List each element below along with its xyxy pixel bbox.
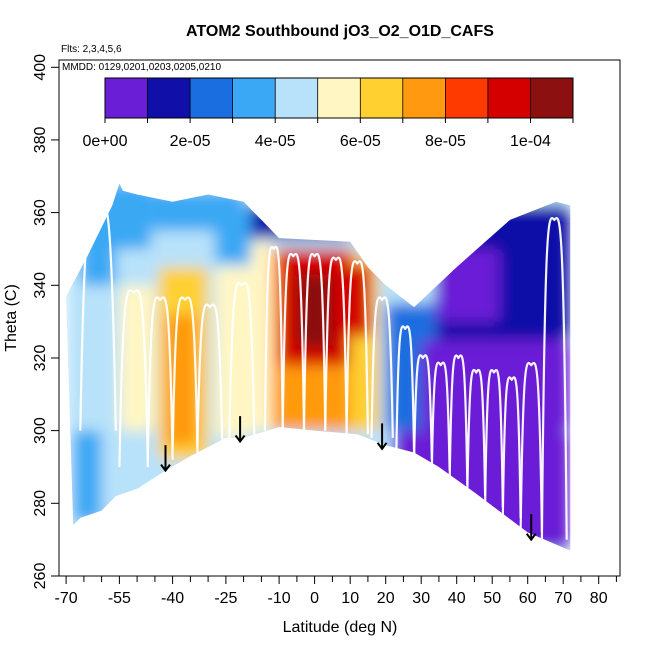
colorbar-segment (232, 78, 276, 118)
colorbar: 0e+00 2e-05 4e-05 6e-05 8e-05 1e-04 (83, 77, 574, 150)
profile-trace (430, 361, 451, 471)
profile-trace (345, 260, 369, 435)
heatmap-cell (215, 267, 251, 438)
x-tick-label: 30 (412, 590, 430, 607)
x-tick-label: 40 (448, 590, 466, 607)
y-tick-label: 300 (32, 417, 49, 444)
flights-note: Flts: 2,3,4,5,6 (61, 44, 122, 55)
x-tick-label: 20 (377, 590, 395, 607)
y-tick-label: 260 (32, 563, 49, 590)
profile-trace (501, 376, 522, 518)
marker-arrow-head (376, 442, 388, 451)
y-tick-label: 400 (32, 54, 49, 81)
colorbar-tick-label: 6e-05 (340, 133, 381, 150)
y-tick-label: 360 (32, 199, 49, 226)
profile-trace (196, 303, 224, 446)
colorbar-tick-label: 4e-05 (255, 133, 296, 150)
profile-trace (263, 245, 284, 431)
heatmap-field (66, 183, 571, 551)
colorbar-segment (530, 78, 573, 118)
y-tick-label: 380 (32, 126, 49, 153)
y-axis-label: Theta (C) (3, 284, 20, 352)
profile-trace (79, 198, 117, 431)
heatmap-cell (73, 430, 102, 522)
colorbar-tick-label: 2e-05 (170, 133, 211, 150)
x-axis: -70 -55 -40 -25 -10 0 10 20 30 40 50 60 70 80 (55, 576, 617, 607)
profile-trace (413, 354, 433, 460)
colorbar-tick-label: 8e-05 (425, 133, 466, 150)
colorbar-segment (487, 78, 531, 118)
profile-trace (324, 256, 348, 431)
x-tick-label: 80 (590, 590, 608, 607)
profile-trace (448, 354, 469, 486)
x-axis-label: Latitude (deg N) (283, 619, 398, 636)
x-tick-label: -25 (214, 590, 237, 607)
y-axis: 260 280 300 320 340 360 380 400 (32, 54, 59, 589)
x-tick-label: 70 (554, 590, 572, 607)
x-tick-label: 0 (310, 590, 319, 607)
heatmap-cell (243, 205, 351, 239)
marker-arrow-head (160, 464, 171, 473)
profile-trace (519, 361, 543, 533)
plot-frame (58, 59, 621, 577)
colorbar-segment (147, 78, 190, 118)
marker-arrows (160, 416, 537, 542)
x-tick-label: -70 (55, 590, 78, 607)
colorbar-tick-label: 0e+00 (83, 133, 128, 150)
y-tick-label: 320 (32, 345, 49, 372)
profile-trace (484, 369, 504, 508)
profile-trace (370, 296, 394, 438)
profile-trace (302, 252, 327, 431)
heatmap-cell (421, 339, 571, 431)
profile-trace (146, 296, 174, 460)
profile-trace (395, 325, 416, 457)
colorbar-tick-label: 1e-04 (510, 133, 551, 150)
heatmap-cell (435, 249, 500, 322)
colorbar-segment (360, 78, 403, 118)
colorbar-segment (317, 78, 361, 118)
heatmap-cell (108, 183, 152, 249)
profile-trace (281, 252, 306, 431)
colorbar-segment (445, 78, 488, 118)
heatmap-cell (350, 263, 372, 337)
profile-trace (466, 368, 487, 497)
x-tick-label: 10 (341, 590, 359, 607)
profile-trace (540, 217, 568, 540)
x-tick-label: 50 (483, 590, 501, 607)
x-tick-label: -40 (161, 590, 184, 607)
colorbar-segment (105, 78, 148, 118)
profile-trace (118, 289, 149, 468)
y-tick-label: 340 (32, 272, 49, 299)
marker-arrow-head (525, 533, 537, 542)
x-tick-label: -10 (268, 590, 291, 607)
profile-trace (171, 296, 199, 453)
y-tick-label: 280 (32, 490, 49, 517)
chart-title: ATOM2 Southbound jO3_O2_O1D_CAFS (186, 23, 494, 40)
heatmap-cell (215, 205, 251, 264)
colorbar-segment (190, 78, 233, 118)
dates-note: MMDD: 0129,0201,0203,0205,0210 (62, 62, 221, 73)
colorbar-segment (275, 78, 318, 118)
profile-traces (79, 198, 568, 540)
x-tick-label: 60 (519, 590, 537, 607)
colorbar-segment (402, 78, 446, 118)
profile-trace (228, 281, 256, 438)
x-tick-label: -55 (108, 590, 131, 607)
marker-arrow-head (234, 434, 246, 444)
